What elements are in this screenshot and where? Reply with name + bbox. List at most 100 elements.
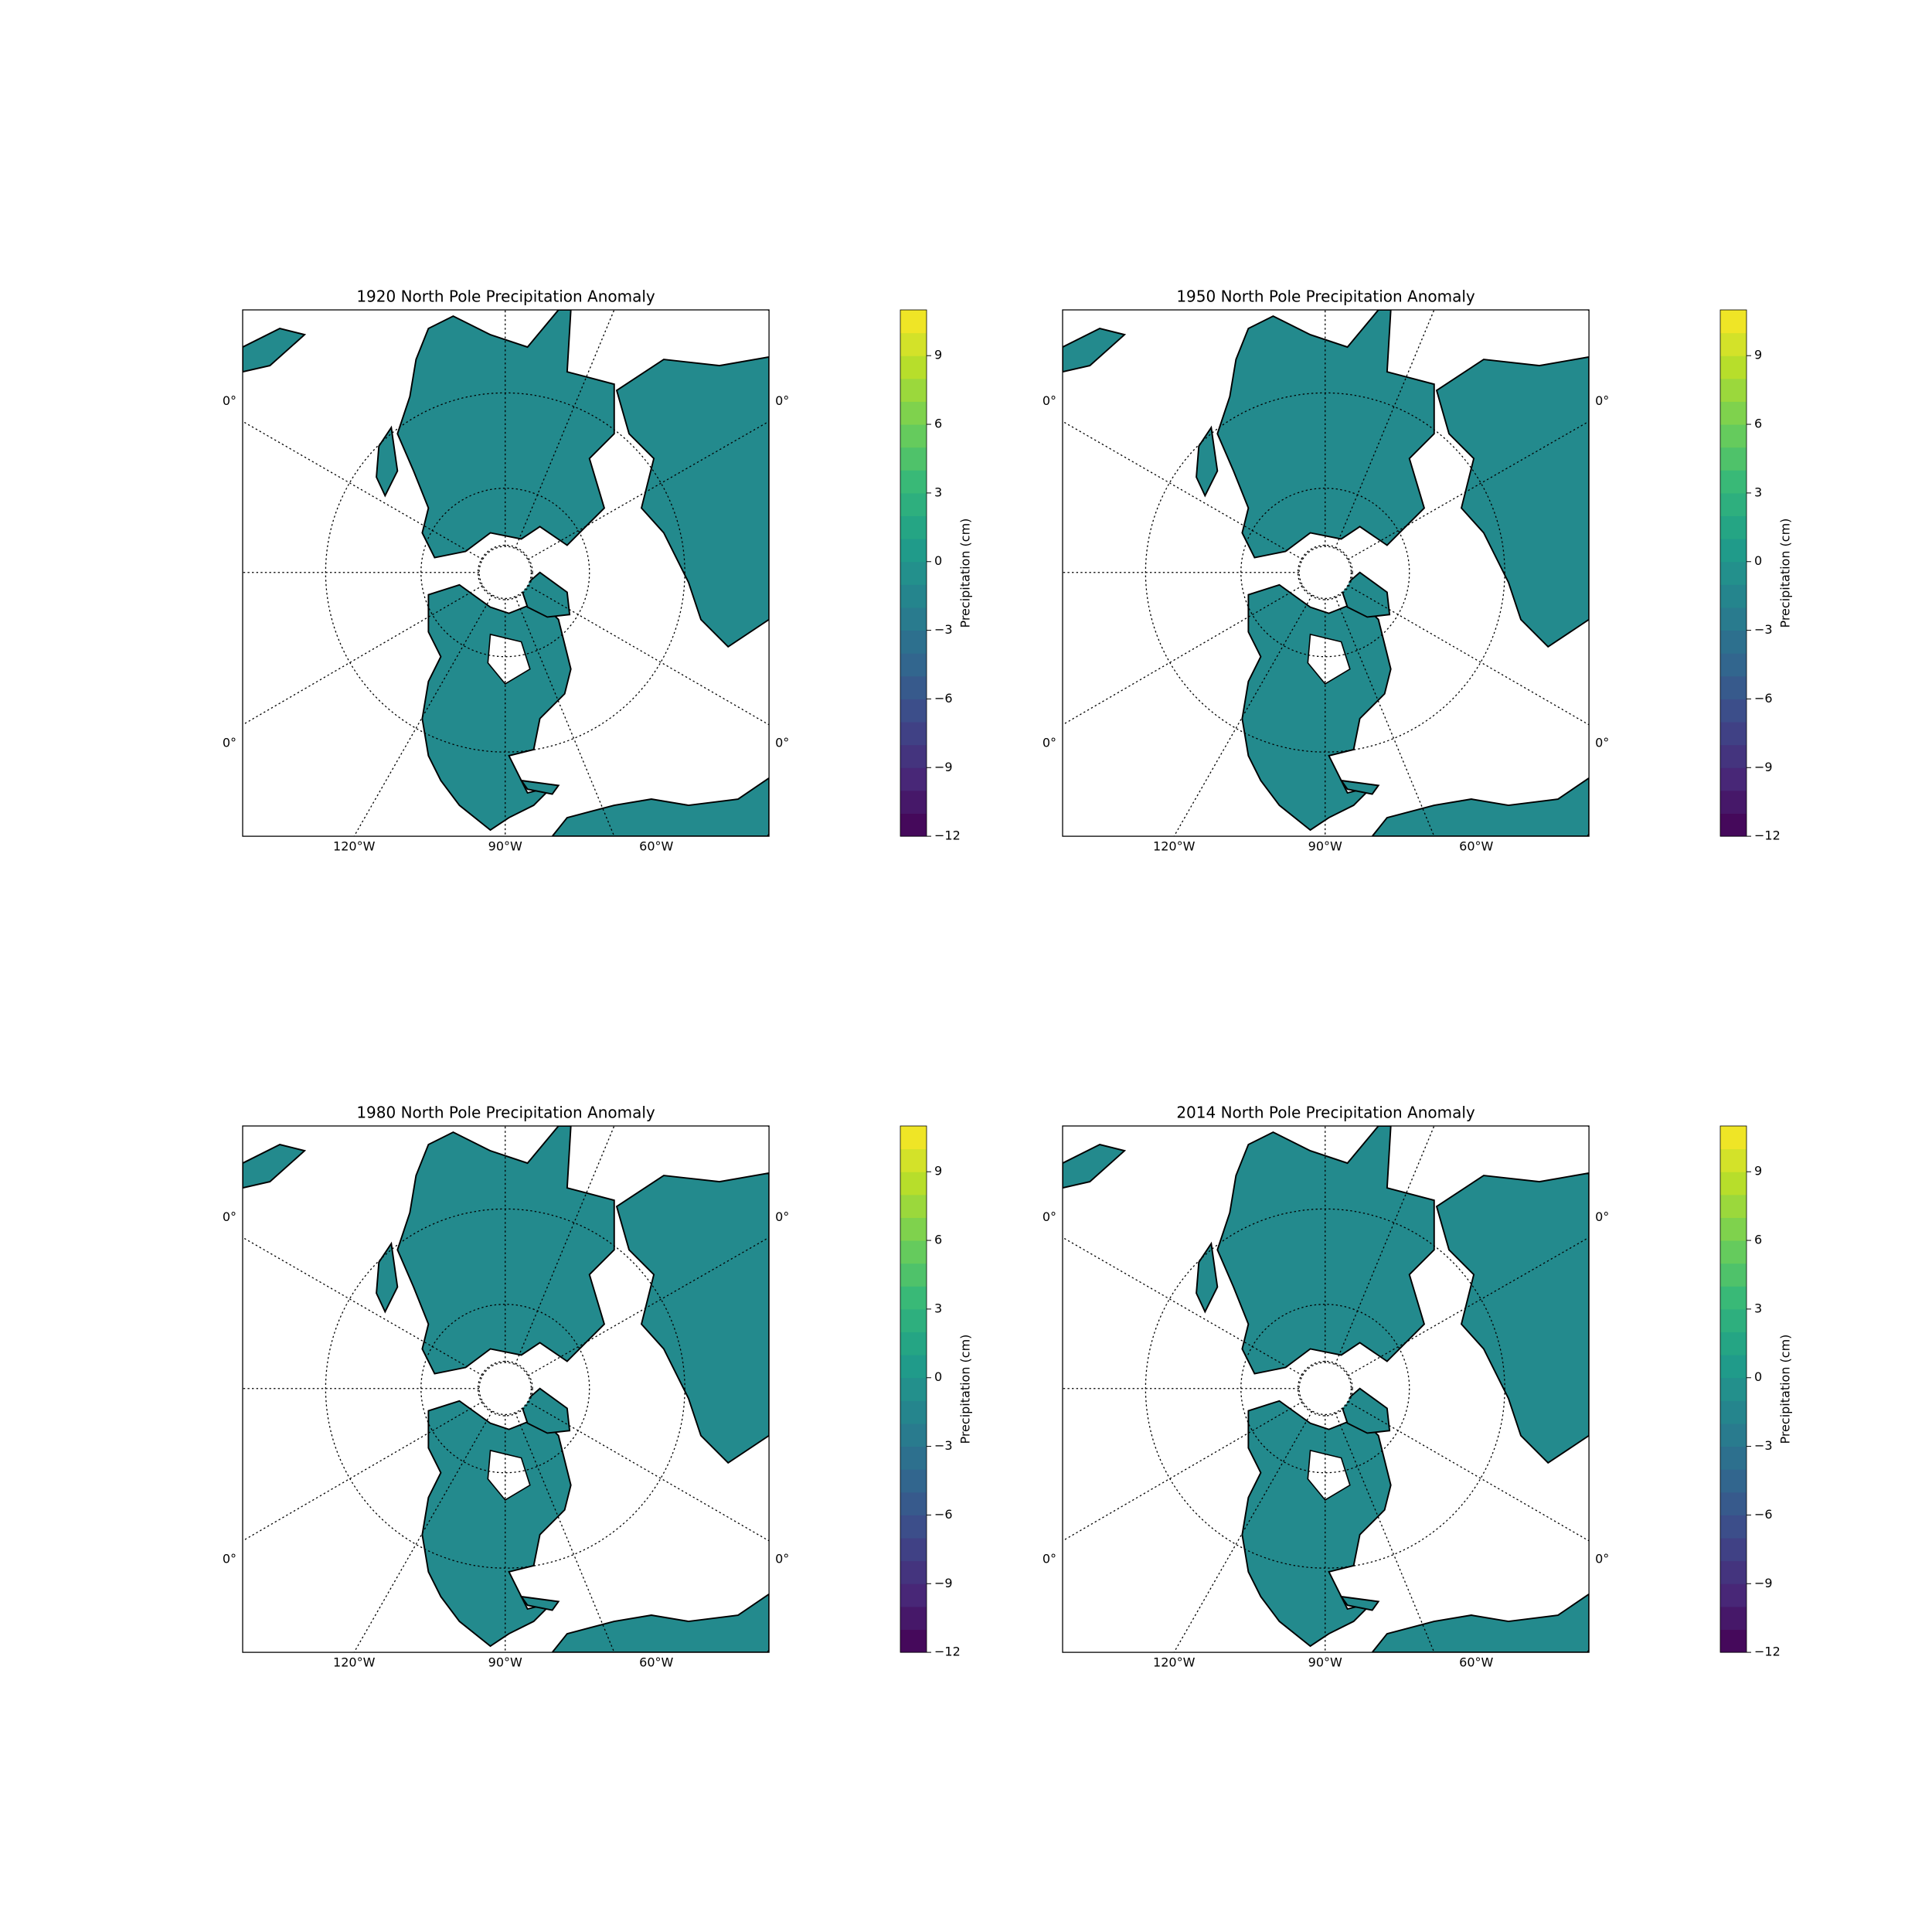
map-content (1063, 310, 1590, 837)
meridian (1063, 572, 1326, 726)
colorbar-band (900, 630, 927, 654)
pole-hole (1298, 1362, 1352, 1416)
land (243, 328, 307, 373)
meridian (353, 572, 506, 837)
pole-hole (478, 546, 532, 600)
lake (487, 1449, 531, 1502)
lon-label: 90°W (1308, 839, 1342, 854)
land (1216, 1126, 1435, 1375)
colorbar-band (1720, 515, 1747, 539)
colorbar-band (900, 1286, 927, 1310)
lon-label: 90°W (1308, 1655, 1342, 1670)
colorbar-band (1720, 561, 1747, 585)
colorbar-band (900, 470, 927, 494)
land (1435, 1172, 1590, 1464)
colorbar-band (900, 447, 927, 471)
colorbar-band (1720, 699, 1747, 723)
colorbar-band (900, 584, 927, 608)
land (519, 1595, 560, 1611)
colorbar-tick-label: −3 (1754, 622, 1773, 637)
colorbar-tick-label: −6 (934, 691, 953, 706)
colorbar-tick-label: −6 (934, 1507, 953, 1522)
lat-label: 0° (223, 735, 236, 750)
colorbar-label: Precipitation (cm) (1778, 519, 1793, 628)
colorbar-band (1720, 539, 1747, 563)
colorbar-band (900, 607, 927, 631)
colorbar-band (900, 1126, 927, 1150)
colorbar-band (1720, 630, 1747, 654)
map (1062, 309, 1590, 837)
colorbar-band (900, 675, 927, 699)
lake (1307, 633, 1351, 685)
colorbar-tick-label: 6 (934, 417, 942, 431)
map (242, 309, 770, 837)
land (520, 571, 571, 618)
land (519, 779, 560, 795)
colorbar-band (1720, 1240, 1747, 1264)
colorbar-tick-label: 0 (1754, 553, 1762, 568)
lat-label: 0° (775, 1551, 789, 1566)
colorbar-frame (1719, 1125, 1747, 1653)
colorbar-frame (900, 309, 927, 837)
colorbar-band (900, 1308, 927, 1333)
axes-frame (1062, 1125, 1590, 1653)
land (1371, 1593, 1590, 1653)
colorbar-band (900, 653, 927, 677)
lon-label: 90°W (488, 839, 522, 854)
colorbar-band (1720, 767, 1747, 791)
colorbar-tick-label: 6 (1754, 1233, 1762, 1247)
colorbar-band (900, 515, 927, 539)
lon-label: 120°W (1153, 839, 1196, 854)
meridian (505, 420, 770, 573)
colorbar-tick-label: −6 (1754, 691, 1773, 706)
colorbar-band (1720, 653, 1747, 677)
colorbar-band (900, 310, 927, 334)
colorbar-tick-label: −12 (934, 1645, 961, 1659)
colorbar-band (1720, 378, 1747, 402)
parallel (420, 488, 590, 658)
colorbar-tick-label: −3 (934, 1438, 953, 1453)
lat-label: 0° (1043, 1551, 1056, 1566)
colorbar-tick-label: −12 (1754, 828, 1781, 843)
colorbar-band (1720, 1308, 1747, 1333)
colorbar-band (1720, 1583, 1747, 1607)
colorbar-tick-label: 9 (934, 1164, 942, 1179)
colorbar-tick-label: 0 (1754, 1369, 1762, 1384)
colorbar-band (900, 722, 927, 746)
map-content (243, 310, 770, 837)
meridian (1063, 420, 1326, 573)
meridian (505, 1236, 770, 1389)
land (1339, 1595, 1380, 1611)
colorbar-band (900, 1560, 927, 1584)
colorbar-band (1720, 813, 1747, 837)
colorbar-tick-label: 6 (934, 1233, 942, 1247)
colorbar-frame (900, 1125, 927, 1653)
colorbar-band (1720, 332, 1747, 356)
lat-label: 0° (1043, 735, 1056, 750)
colorbar-tick-label: 3 (1754, 1301, 1762, 1315)
colorbar-band (1720, 1217, 1747, 1241)
colorbar-band (1720, 607, 1747, 631)
colorbar-band (900, 332, 927, 356)
parallel (477, 1360, 533, 1417)
colorbar-band (1720, 401, 1747, 425)
colorbar-band (900, 1217, 927, 1241)
colorbar-band (900, 1492, 927, 1515)
meridian (243, 1388, 506, 1542)
lat-label: 0° (775, 735, 789, 750)
colorbar-band (1720, 675, 1747, 699)
lon-label: 60°W (639, 1655, 673, 1670)
colorbar-band (900, 744, 927, 768)
colorbar-tick-label: −9 (1754, 1576, 1773, 1590)
lon-label: 60°W (1459, 839, 1493, 854)
land (1196, 425, 1219, 498)
colorbar-band (1720, 355, 1747, 379)
colorbar-band (900, 539, 927, 563)
colorbar-band (1720, 447, 1747, 471)
colorbar-band (900, 1606, 927, 1630)
land (376, 425, 399, 498)
parallel (1145, 392, 1505, 753)
map-panel: 2014 North Pole Precipitation Anomaly 120… (1043, 1104, 1793, 1670)
land (1340, 1387, 1391, 1434)
land (1340, 571, 1391, 618)
